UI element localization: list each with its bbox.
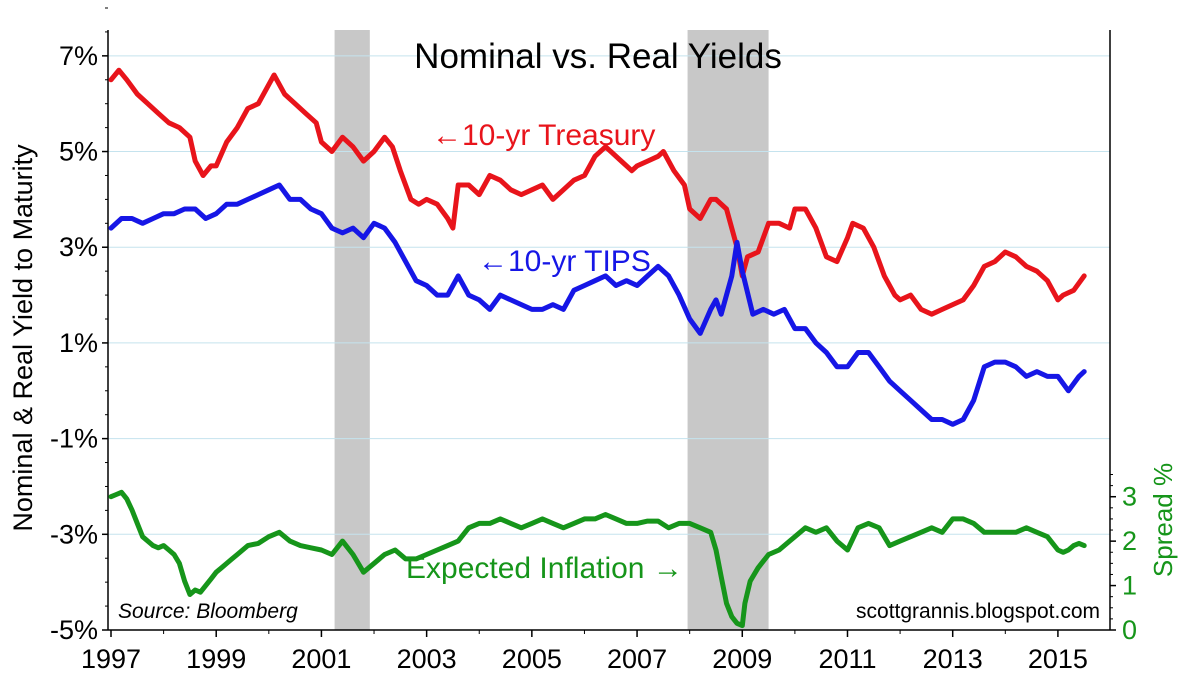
y-tick-label: -3% — [50, 519, 98, 549]
annotation-tips: ←10-yr TIPS — [478, 245, 651, 278]
x-tick-label: 2005 — [502, 644, 562, 674]
x-tick-label: 2013 — [923, 644, 983, 674]
y-tick-label: 5% — [59, 137, 98, 167]
y-tick-label: -1% — [50, 424, 98, 454]
x-tick-label: 2003 — [397, 644, 457, 674]
x-tick-label: 2015 — [1028, 644, 1088, 674]
x-tick-label: 1999 — [186, 644, 246, 674]
credit-label: scottgrannis.blogspot.com — [856, 600, 1100, 623]
x-tick-label: 1997 — [81, 644, 141, 674]
source-label: Source: Bloomberg — [118, 600, 298, 623]
series-line-treasury — [108, 67, 1087, 317]
x-tick-label: 2009 — [712, 644, 772, 674]
series-line-inflation — [108, 489, 1087, 629]
y2-tick-label: 0 — [1122, 615, 1137, 645]
y-axis-label: Nominal & Real Yield to Maturity — [8, 144, 38, 532]
y2-axis-label: Spread % — [1148, 463, 1178, 577]
recession-band-1 — [334, 30, 370, 630]
y-tick-label: 3% — [59, 232, 98, 262]
y2-tick-label: 3 — [1122, 482, 1137, 512]
y2-tick-label: 2 — [1122, 526, 1137, 556]
series-line-tips — [108, 182, 1087, 427]
series-lines — [108, 67, 1087, 629]
x-tick-label: 2011 — [818, 644, 876, 674]
y-tick-label: 1% — [59, 328, 98, 358]
y-tick-label: -5% — [50, 615, 98, 645]
annotation-expected-inflation: Expected Inflation → — [406, 552, 683, 585]
x-tick-label: 2001 — [291, 644, 351, 674]
x-tick-label: 2007 — [607, 644, 667, 674]
y-tick-label: 7% — [59, 41, 98, 71]
chart-title: Nominal vs. Real Yields — [414, 37, 782, 76]
y2-tick-label: 1 — [1122, 571, 1137, 601]
axis-ticks: 7% 5% 3% 1% -1% -3% -5% 0 1 2 3 1997 1999 2001 2003 200… — [50, 7, 1137, 674]
annotation-treasury: ←10-yr Treasury — [432, 119, 655, 152]
